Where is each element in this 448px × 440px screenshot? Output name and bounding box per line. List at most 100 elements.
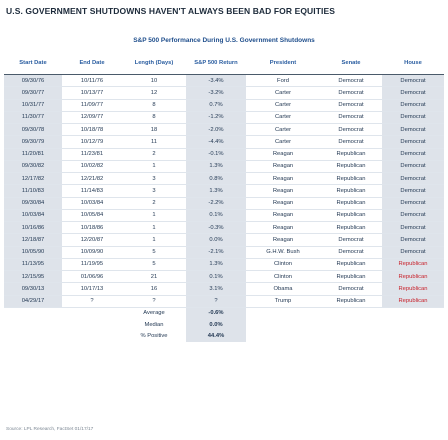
cell-senate: Republican — [320, 258, 382, 272]
summary-empty-cell — [320, 330, 382, 341]
summary-label: Average — [143, 310, 165, 317]
cell-sp500-return: 0.0% — [186, 233, 246, 247]
cell-length-days: 8 — [122, 111, 186, 125]
cell-president: Reagan — [246, 172, 320, 186]
cell-length-days: 21 — [122, 270, 186, 284]
cell-president: Clinton — [246, 258, 320, 272]
summary-empty-cell — [320, 319, 382, 330]
cell-president: Ford — [246, 74, 320, 88]
table-row: 09/30/76 10/11/76 10 -3.4% Ford Democrat Democ… — [4, 74, 444, 88]
cell-president: Obama — [246, 282, 320, 296]
cell-president: Carter — [246, 123, 320, 137]
header-president: President — [246, 52, 320, 75]
cell-end-date: 10/05/84 — [62, 209, 122, 223]
summary-empty-cell — [246, 307, 320, 319]
cell-house: Democrat — [382, 197, 444, 210]
cell-senate: Republican — [320, 172, 382, 186]
table-header-row: Start Date End Date Length (Days) S&P 500 R… — [4, 52, 444, 75]
cell-senate: Republican — [320, 209, 382, 223]
cell-sp500-return: 0.7% — [186, 99, 246, 112]
cell-length-days: 12 — [122, 86, 186, 100]
cell-president: Clinton — [246, 270, 320, 284]
cell-senate: Democrat — [320, 99, 382, 112]
cell-end-date: 10/13/77 — [62, 86, 122, 100]
cell-length-days: 1 — [122, 160, 186, 174]
cell-president: Carter — [246, 111, 320, 125]
table-row: 11/30/77 12/09/77 8 -1.2% Carter Democrat Demo… — [4, 111, 444, 125]
summary-row: Median 0.0% — [4, 319, 444, 331]
cell-start-date: 09/30/76 — [4, 74, 62, 88]
cell-end-date: 11/19/95 — [62, 258, 122, 272]
header-start-date: Start Date — [4, 52, 62, 75]
cell-president: Reagan — [246, 209, 320, 223]
cell-sp500-return: -2.1% — [186, 246, 246, 259]
cell-house: Democrat — [382, 221, 444, 235]
summary-row: % Positive 44.4% — [4, 330, 444, 342]
cell-senate: Democrat — [320, 135, 382, 149]
cell-sp500-return: 3.1% — [186, 282, 246, 296]
cell-end-date: 11/23/81 — [62, 148, 122, 161]
cell-sp500-return: -2.2% — [186, 197, 246, 210]
cell-house: Democrat — [382, 99, 444, 112]
cell-end-date: 10/03/84 — [62, 197, 122, 210]
cell-house: Democrat — [382, 160, 444, 174]
table-row: 11/13/95 11/19/95 5 1.3% Clinton Republican Re… — [4, 258, 444, 272]
cell-house: Republican — [382, 282, 444, 296]
summary-empty-cell — [382, 330, 444, 341]
summary-empty-cell — [382, 319, 444, 330]
cell-start-date: 09/30/84 — [4, 197, 62, 210]
table-row: 11/10/83 11/14/83 3 1.3% Reagan Republican Dem… — [4, 184, 444, 198]
cell-sp500-return: -1.2% — [186, 111, 246, 125]
cell-start-date: 10/03/84 — [4, 209, 62, 223]
table-row: 09/30/78 10/18/78 18 -2.0% Carter Democrat Dem… — [4, 123, 444, 137]
cell-end-date: 11/14/83 — [62, 184, 122, 198]
cell-start-date: 12/17/82 — [4, 172, 62, 186]
cell-house: Democrat — [382, 172, 444, 186]
cell-sp500-return: 0.1% — [186, 209, 246, 223]
summary-label: % Positive — [140, 332, 168, 339]
cell-length-days: 8 — [122, 99, 186, 112]
cell-sp500-return: -2.0% — [186, 123, 246, 137]
header-senate: Senate — [320, 52, 382, 75]
cell-senate: Republican — [320, 197, 382, 210]
cell-senate: Democrat — [320, 233, 382, 247]
cell-start-date: 10/16/86 — [4, 221, 62, 235]
cell-end-date: 10/02/82 — [62, 160, 122, 174]
cell-length-days: ? — [122, 295, 186, 308]
cell-end-date: 11/09/77 — [62, 99, 122, 112]
summary-empty-cell — [246, 330, 320, 341]
cell-house: Republican — [382, 270, 444, 284]
cell-length-days: 11 — [122, 135, 186, 149]
cell-start-date: 12/18/87 — [4, 233, 62, 247]
cell-house: Democrat — [382, 74, 444, 88]
cell-senate: Republican — [320, 295, 382, 308]
cell-length-days: 1 — [122, 209, 186, 223]
summary-empty-cell — [4, 319, 62, 330]
table-row: 09/30/84 10/03/84 2 -2.2% Reagan Republican De… — [4, 197, 444, 210]
cell-start-date: 09/30/82 — [4, 160, 62, 174]
cell-house: Democrat — [382, 148, 444, 161]
cell-senate: Republican — [320, 270, 382, 284]
cell-start-date: 10/31/77 — [4, 99, 62, 112]
table-row: 10/03/84 10/05/84 1 0.1% Reagan Republican Dem… — [4, 209, 444, 223]
table-row: 11/20/81 11/23/81 2 -0.1% Reagan Republican De… — [4, 148, 444, 161]
cell-president: Reagan — [246, 197, 320, 210]
cell-start-date: 11/10/83 — [4, 184, 62, 198]
cell-length-days: 2 — [122, 148, 186, 161]
cell-start-date: 11/20/81 — [4, 148, 62, 161]
cell-house: Democrat — [382, 111, 444, 125]
table-row: 10/05/90 10/09/90 5 -2.1% G.H.W. Bush Democra… — [4, 246, 444, 259]
header-end-date: End Date — [62, 52, 122, 75]
cell-senate: Republican — [320, 184, 382, 198]
cell-senate: Democrat — [320, 123, 382, 137]
cell-sp500-return: -3.4% — [186, 74, 246, 88]
summary-row: Average -0.6% — [4, 307, 444, 319]
cell-president: Carter — [246, 99, 320, 112]
shutdown-table: Start Date End Date Length (Days) S&P 500 R… — [4, 52, 444, 342]
cell-senate: Republican — [320, 160, 382, 174]
cell-length-days: 5 — [122, 258, 186, 272]
cell-president: Carter — [246, 86, 320, 100]
cell-start-date: 09/30/77 — [4, 86, 62, 100]
table-row: 09/30/82 10/02/82 1 1.3% Reagan Republican Dem… — [4, 160, 444, 174]
cell-house: Democrat — [382, 135, 444, 149]
